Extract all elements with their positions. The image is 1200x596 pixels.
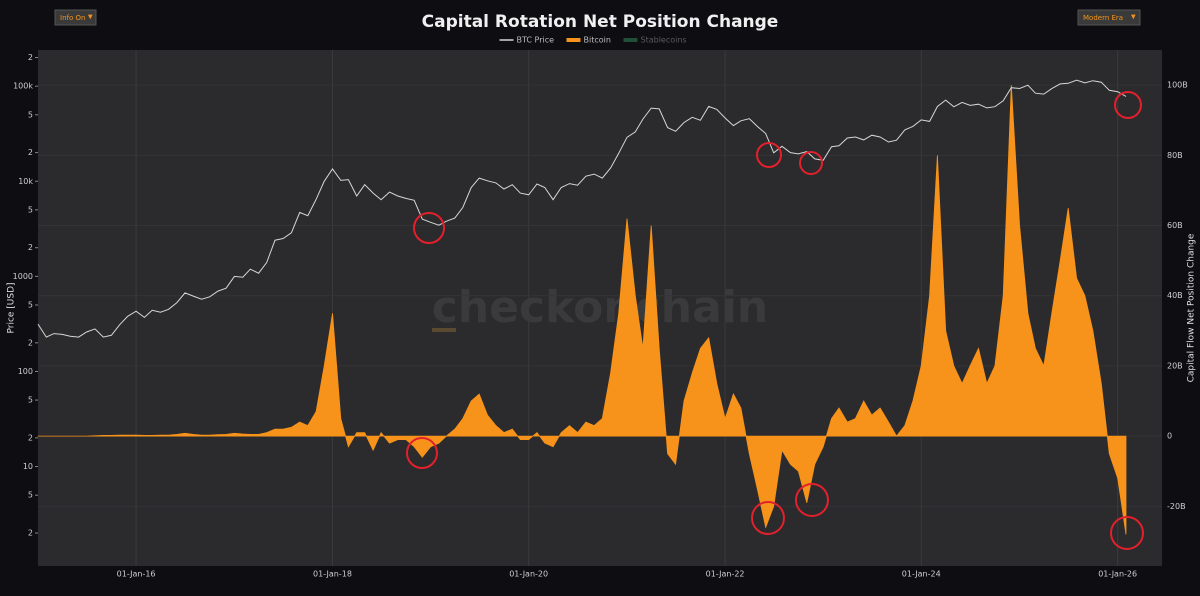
dropdown-label[interactable]: Modern Era <box>1083 14 1123 22</box>
y-tick-label: 100 <box>18 367 33 376</box>
dropdown-arrow[interactable]: ▼ <box>88 14 93 21</box>
y-tick-label: 5 <box>28 300 33 309</box>
y-tick-label: 5 <box>28 110 33 119</box>
control-left[interactable]: Info On ▼ <box>54 9 97 26</box>
y-tick-label: 5 <box>28 396 33 405</box>
y-tick-label: 1000 <box>13 272 33 281</box>
y2-tick-label: 80B <box>1167 151 1183 160</box>
dropdown-label[interactable]: Info On <box>60 14 85 22</box>
y-tick-label: 2 <box>28 338 33 347</box>
highlight-circle <box>795 483 829 517</box>
highlight-circle <box>406 437 438 469</box>
highlight-circle <box>799 151 823 175</box>
dropdown[interactable] <box>1077 9 1141 26</box>
area <box>37 85 1127 535</box>
annotations <box>406 91 1144 550</box>
plot-area <box>38 50 1162 566</box>
x-tick-label: 01-Jan-24 <box>902 570 941 579</box>
y-tick-label: 2 <box>28 433 33 442</box>
x-tick-label: 01-Jan-20 <box>509 570 548 579</box>
y-axis-label: Price [USD] <box>7 282 17 333</box>
highlight-circle <box>413 212 445 244</box>
y2-tick-label: 60B <box>1167 221 1183 230</box>
dropdown-arrow[interactable]: ▼ <box>1131 14 1136 21</box>
y2-tick-label: 20B <box>1167 361 1183 370</box>
x-tick-label: 01-Jan-26 <box>1098 570 1137 579</box>
highlight-circle <box>751 501 785 535</box>
highlight-circle <box>1114 91 1142 119</box>
y-tick-label: 10k <box>18 177 33 186</box>
y-tick-label: 10 <box>23 462 33 471</box>
y2-tick-label: 100B <box>1167 81 1188 90</box>
y-tick-label: 100k <box>13 82 33 91</box>
y-tick-label: 2 <box>28 529 33 538</box>
y2-tick-label: 40B <box>1167 291 1183 300</box>
y2-axis-label: Capital Flow Net Position Change <box>1187 233 1197 382</box>
y-tick-label: 5 <box>28 205 33 214</box>
dropdown[interactable] <box>54 9 97 26</box>
control-right[interactable]: Modern Era ▼ <box>1077 9 1141 26</box>
highlight-circle <box>756 142 782 168</box>
legend-label: BTC Price <box>517 36 555 45</box>
x-tick-label: 01-Jan-16 <box>117 570 156 579</box>
watermark: checkonchain <box>432 282 768 333</box>
marks <box>37 79 1127 535</box>
y2-tick-label: 0 <box>1167 432 1172 441</box>
axes: 01-Jan-16 01-Jan-18 01-Jan-20 01-Jan-22 01-J… <box>13 53 1188 578</box>
x-tick-label: 01-Jan-22 <box>706 570 745 579</box>
highlight-circle <box>1110 516 1144 550</box>
legend-label: Bitcoin <box>584 36 611 45</box>
x-tick-label: 01-Jan-18 <box>313 570 352 579</box>
y-tick-label: 5 <box>28 491 33 500</box>
y2-tick-label: -20B <box>1167 502 1186 511</box>
watermark-mark <box>432 328 456 332</box>
legend: BTC Price Bitcoin Stablecoins <box>499 36 687 45</box>
legend-label: Stablecoins <box>641 36 687 45</box>
y-tick-label: 2 <box>28 243 33 252</box>
y-tick-label: 2 <box>28 148 33 157</box>
chart-title: Capital Rotation Net Position Change <box>422 12 779 32</box>
line <box>37 79 1127 338</box>
y-tick-label: 2 <box>28 53 33 62</box>
